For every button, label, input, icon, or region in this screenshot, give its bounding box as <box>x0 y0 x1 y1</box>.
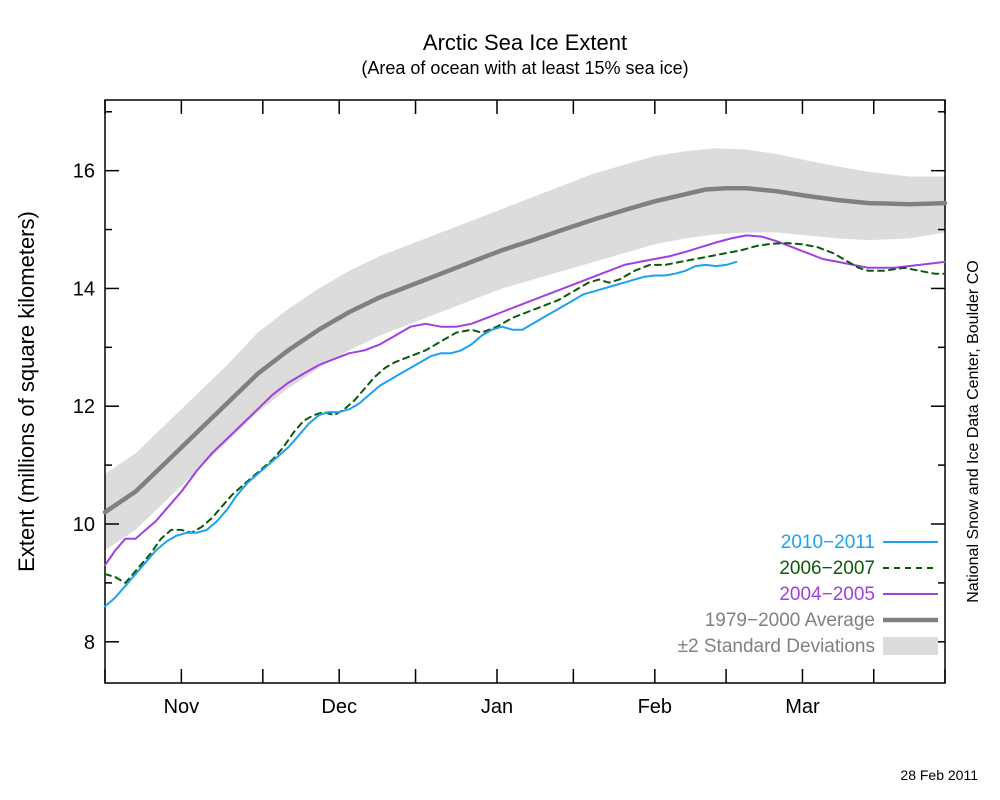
y-tick-label: 16 <box>73 161 95 183</box>
y-tick-label: 10 <box>73 514 95 536</box>
legend-label-s2010: 2010−2011 <box>781 532 875 553</box>
x-tick-label: Nov <box>164 696 200 718</box>
x-tick-label: Feb <box>638 696 672 718</box>
y-axis-label: Extent (millions of square kilometers) <box>14 211 39 572</box>
legend: 2010−2011 2006−2007 2004−2005 1979−2000 Ave… <box>678 532 938 657</box>
legend-label-band: ±2 Standard Deviations <box>678 636 875 657</box>
chart-container: Arctic Sea Ice Extent (Area of ocean with… <box>0 0 1000 800</box>
x-tick-label: Dec <box>321 696 357 718</box>
y-tick-label: 14 <box>73 278 95 300</box>
chart-title: Arctic Sea Ice Extent <box>423 30 627 55</box>
chart-svg: Arctic Sea Ice Extent (Area of ocean with… <box>0 0 1000 800</box>
legend-label-s2006: 2006−2007 <box>779 558 875 579</box>
legend-sample-band <box>883 637 938 655</box>
x-tick-label: Jan <box>481 696 513 718</box>
x-tick-label: Mar <box>785 696 820 718</box>
std-dev-band <box>105 148 945 550</box>
legend-label-avg: 1979−2000 Average <box>705 610 875 631</box>
date-text: 28 Feb 2011 <box>900 767 978 783</box>
legend-label-s2004: 2004−2005 <box>779 584 875 605</box>
y-tick-label: 8 <box>84 632 95 654</box>
y-tick-label: 12 <box>73 396 95 418</box>
credit-text: National Snow and Ice Data Center, Bould… <box>965 260 982 602</box>
chart-subtitle: (Area of ocean with at least 15% sea ice… <box>361 58 688 78</box>
